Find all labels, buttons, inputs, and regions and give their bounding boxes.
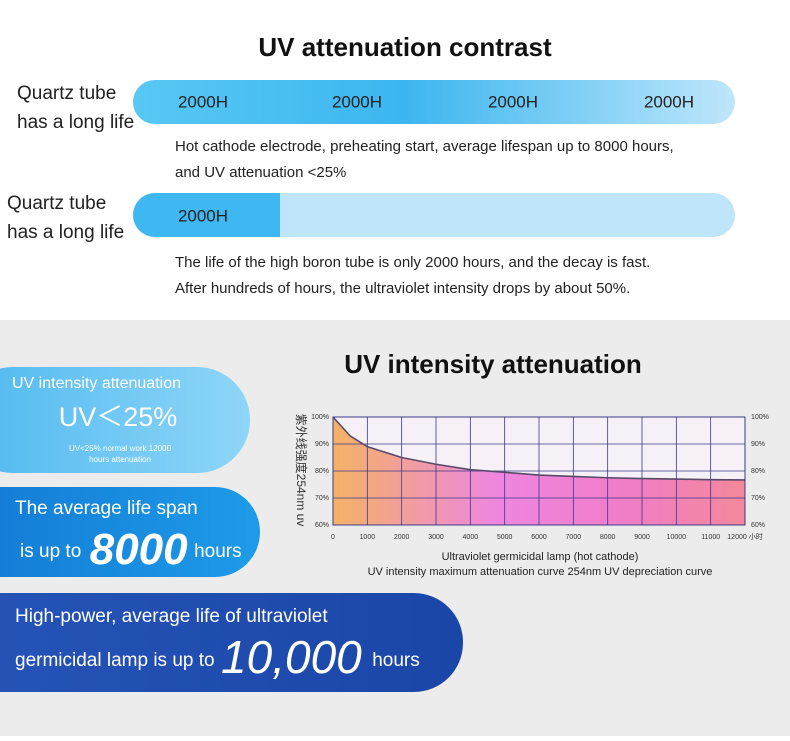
label: has a long life [17,112,134,133]
segment-label: 2000H [488,92,538,111]
description: and UV attenuation <25% [175,164,346,181]
description: After hundreds of hours, the ultraviolet… [175,280,630,297]
description: Hot cathode electrode, preheating start,… [175,138,674,155]
chart-title: UV intensity attenuation [344,349,642,379]
plot-frame [332,416,746,526]
top-background [0,0,790,320]
segment-label: 2000H [644,92,694,111]
y-tick-label: 90% [315,441,329,448]
feature-line: germicidal lamp is up to 10,000 hours [15,631,420,683]
feature-pill [0,367,250,473]
y-tick-label: 60% [751,522,765,529]
x-tick-label: 11000 [701,534,720,541]
x-tick-label: 8000 [600,534,616,541]
chart-caption: Ultraviolet germicidal lamp (hot cathode… [442,551,639,563]
feature-pill [0,593,463,692]
feature-title: High-power, average life of ultraviolet [15,606,328,627]
feature-note: UV<25% normal work 12000 [69,444,172,453]
label: Quartz tube [7,193,106,214]
description: The life of the high boron tube is only … [175,254,650,271]
y-axis-label: 紫外线强度254nm uv [294,414,309,527]
feature-title: UV intensity attenuation [12,375,181,392]
feature-number: 10,000 [221,631,362,683]
feature-title: The average life span [15,498,198,519]
x-tick-label: 1000 [360,534,376,541]
y-tick-label: 90% [751,441,765,448]
y-tick-label: 60% [315,522,329,529]
x-tick-label: 3000 [428,534,444,541]
segment-label: 2000H [178,92,228,111]
x-tick-label: 5000 [497,534,513,541]
plot: 60% 60% 70% 70% 80% 80% 90% 90% 100% 100% 0 1000 200… [311,414,769,541]
feature-headline: UV＜25% [59,402,178,432]
x-tick-label: 0 [331,534,335,541]
feature-note: hours attenuation [89,455,151,464]
x-tick-label: 6000 [531,534,547,541]
feature-suffix: hours [194,541,242,562]
y-tick-label: 80% [751,468,765,475]
segment-label: 2000H [178,206,228,225]
feature-prefix: germicidal lamp is up to [15,650,215,671]
x-tick-label: 12000 小时 [727,532,762,541]
lifespan-segment [133,193,280,237]
segment-label: 2000H [332,92,382,111]
chart-caption: UV intensity maximum attenuation curve 2… [368,566,713,578]
y-tick-label: 70% [751,495,765,502]
y-tick-label: 100% [751,414,769,421]
line [332,416,746,481]
feature-number: 8000 [90,525,188,574]
feature-line: is up to 8000 hours [20,525,242,574]
label: has a long life [7,222,124,243]
x-tick-label: 10000 [667,534,687,541]
y-tick-label: 100% [311,414,329,421]
title: UV attenuation contrast [258,32,552,62]
feature-pill [0,487,260,577]
feature-suffix: hours [372,650,420,671]
y-tick-label: 70% [315,495,329,502]
feature-prefix: is up to [20,541,81,562]
x-tick-label: 9000 [634,534,650,541]
y-tick-label: 80% [315,468,329,475]
x-tick-label: 2000 [394,534,410,541]
x-tick-label: 7000 [566,534,582,541]
label: Quartz tube [17,83,116,104]
x-tick-label: 4000 [463,534,479,541]
lifespan-bar [133,80,735,124]
